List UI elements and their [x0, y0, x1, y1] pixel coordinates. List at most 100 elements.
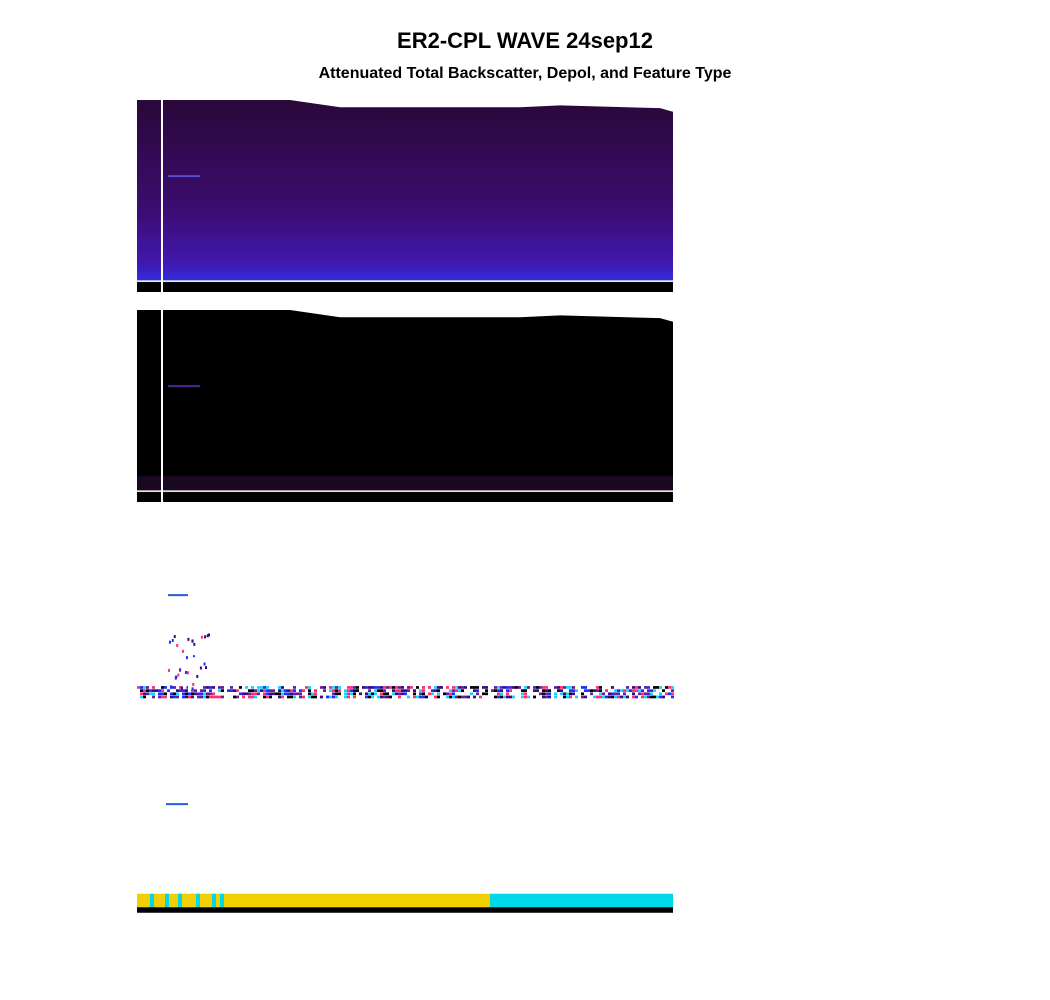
curtain-pixel [193, 642, 196, 646]
curtain-pixel [371, 686, 374, 689]
curtain-pixel [251, 689, 254, 692]
curtain-pixel [395, 692, 398, 696]
curtain-pixel [638, 692, 641, 696]
curtain-pixel [323, 686, 326, 689]
curtain-pixel [638, 686, 641, 689]
curtain-pixel [632, 689, 635, 692]
curtain-pixel [287, 686, 290, 689]
curtain-pixel [173, 686, 176, 689]
curtain-pixel [239, 686, 242, 689]
curtain-pixel [461, 689, 464, 692]
curtain-pixel [653, 695, 656, 699]
curtain-pixel [431, 689, 434, 692]
curtain-pixel [365, 686, 368, 689]
curtain-pixel [149, 689, 152, 692]
curtain-pixel [212, 689, 215, 692]
curtain-pixel [305, 686, 308, 689]
curtain-pixel [380, 689, 383, 692]
curtain-pixel [140, 686, 143, 689]
curtain-pixel [560, 686, 563, 689]
curtain-pixel [206, 692, 209, 696]
curtain-pixel [563, 686, 566, 689]
curtain-pixel [572, 692, 575, 696]
curtain-pixel [554, 686, 557, 689]
curtain-pixel [140, 692, 143, 696]
curtain-pixel [200, 635, 203, 639]
curtain-pixel [569, 695, 572, 699]
curtain-pixel [419, 692, 422, 696]
curtain-pixel [545, 689, 548, 692]
curtain-pixel [656, 695, 659, 699]
curtain-pixel [665, 692, 668, 696]
curtain-pixel [257, 686, 260, 689]
curtain-pixel [593, 695, 596, 699]
curtain-pixel [209, 689, 212, 692]
curtain-pixel [404, 692, 407, 696]
curtain-image [137, 803, 673, 913]
curtain-pixel [137, 282, 673, 292]
curtain-pixel [518, 686, 521, 689]
curtain-pixel [512, 692, 515, 696]
curtain-pixel [668, 689, 671, 692]
curtain-pixel [374, 686, 377, 689]
curtain-pixel [419, 689, 422, 692]
curtain-pixel [638, 689, 641, 692]
curtain-pixel [248, 689, 251, 692]
curtain-pixel [467, 692, 470, 696]
curtain-pixel [611, 695, 614, 699]
curtain-image [137, 594, 674, 699]
curtain-pixel [137, 907, 673, 913]
curtain-pixel [168, 668, 171, 672]
curtain-pixel [245, 692, 248, 696]
curtain-pixel [152, 686, 155, 689]
curtain-pixel [482, 692, 485, 696]
curtain-pixel [542, 692, 545, 696]
curtain-pixel [554, 692, 557, 696]
curtain-pixel [380, 692, 383, 696]
curtain-pixel [665, 686, 668, 689]
curtain-pixel [656, 689, 659, 692]
curtain-pixel [308, 689, 311, 692]
curtain-pixel [293, 695, 296, 699]
curtain-pixel [196, 674, 199, 678]
curtain-pixel [371, 689, 374, 692]
title: ER2-CPL WAVE 24sep12 [397, 28, 653, 53]
curtain-pixel [671, 695, 674, 699]
curtain-pixel [299, 692, 302, 696]
curtain-pixel [377, 689, 380, 692]
curtain-pixel [449, 689, 452, 692]
curtain-pixel [149, 692, 152, 696]
curtain-pixel [488, 689, 491, 692]
curtain-pixel [150, 893, 154, 911]
curtain-pixel [458, 686, 461, 689]
curtain-pixel [263, 692, 266, 696]
curtain-pixel [207, 633, 210, 637]
curtain-pixel [161, 689, 164, 692]
curtain-pixel [473, 695, 476, 699]
curtain-pixel [548, 686, 551, 689]
curtain-pixel [662, 689, 665, 692]
curtain-pixel [350, 689, 353, 692]
curtain-pixel [611, 686, 614, 689]
curtain-pixel [179, 689, 182, 692]
curtain-pixel [527, 695, 530, 699]
curtain-pixel [389, 695, 392, 699]
curtain-pixel [602, 686, 605, 689]
curtain-pixel [192, 655, 195, 659]
curtain-pixel [266, 686, 269, 689]
curtain-pixel [374, 692, 377, 696]
curtain-pixel [185, 695, 188, 699]
curtain-pixel [410, 686, 413, 689]
curtain-pixel [506, 686, 509, 689]
curtain-pixel [173, 635, 176, 639]
curtain-pixel [272, 692, 275, 696]
curtain-pixel [608, 695, 611, 699]
curtain-pixel [173, 695, 176, 699]
curtain-pixel [233, 695, 236, 699]
curtain-pixel [497, 689, 500, 692]
curtain-pixel [416, 686, 419, 689]
curtain-pixel [461, 686, 464, 689]
curtain-pixel [437, 689, 440, 692]
curtain-pixel [332, 686, 335, 689]
curtain-pixel [190, 658, 193, 662]
